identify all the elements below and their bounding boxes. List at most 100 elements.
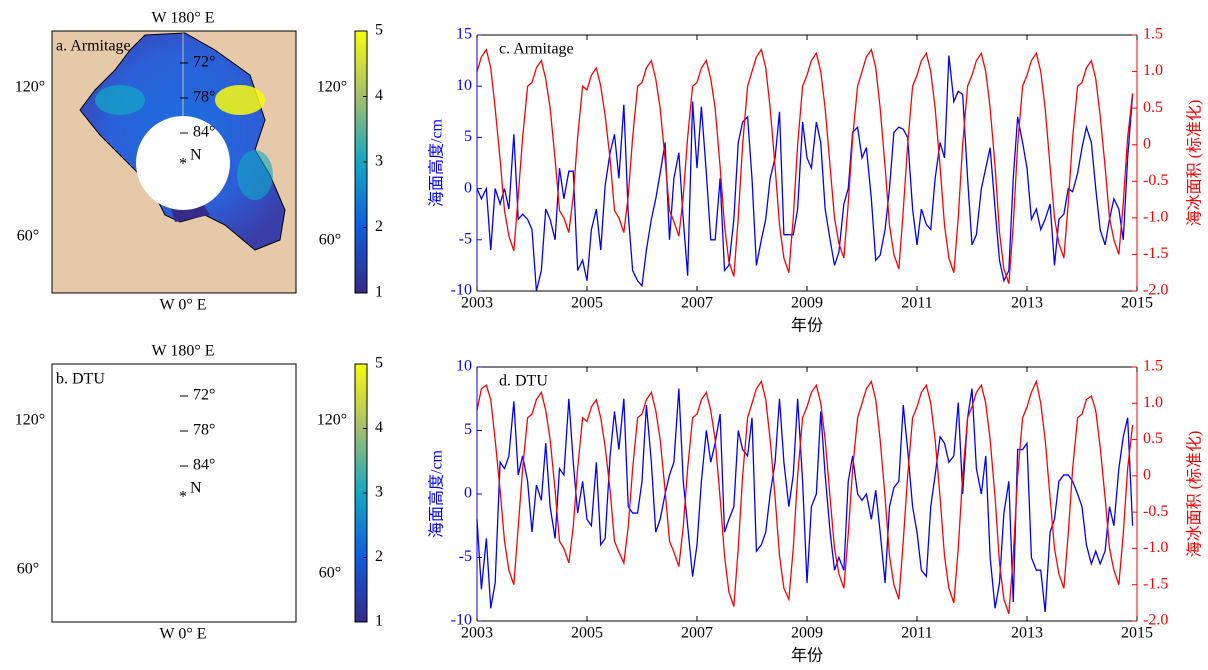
high-field <box>215 85 265 115</box>
lat-label: 84° <box>193 124 215 141</box>
lon-label: 60° <box>319 565 341 582</box>
series-line <box>476 388 1134 613</box>
colorbar-tick-label: 2 <box>375 548 383 565</box>
lat-label: 78° <box>193 89 215 106</box>
x-tick-label: 2009 <box>791 625 823 642</box>
mid-field <box>237 150 273 200</box>
y-axis-label: 海面高度/cm <box>428 449 446 538</box>
y2-tick-label: 1.5 <box>1143 358 1163 375</box>
lon-label: 60° <box>319 232 341 249</box>
y2-tick-label: -1.5 <box>1143 575 1168 592</box>
pole-marker: * <box>179 489 187 506</box>
y-tick-label: 0 <box>464 179 472 196</box>
lon-label: 120° <box>317 79 347 96</box>
map-body <box>52 31 296 293</box>
y-tick-label: 10 <box>456 358 472 375</box>
x-tick-label: 2013 <box>1011 625 1043 642</box>
top-label: W 180° E <box>152 10 215 27</box>
y2-tick-label: 0 <box>1143 467 1151 484</box>
y2-tick-label: -1.0 <box>1143 539 1168 556</box>
y2-tick-label: -0.5 <box>1143 503 1168 520</box>
x-tick-label: 2013 <box>1011 295 1043 312</box>
colorbar-tick-label: 1 <box>375 613 383 630</box>
x-tick-label: 2009 <box>791 295 823 312</box>
colorbar-tick-label: 5 <box>375 355 383 372</box>
map-body <box>52 364 296 626</box>
ocean-south <box>58 565 215 626</box>
y2-tick-label: -1.0 <box>1143 209 1168 226</box>
x-tick-label: 2003 <box>461 625 493 642</box>
lat-label: 72° <box>193 54 215 71</box>
panel-title: c. Armitage <box>499 41 574 58</box>
y2-tick-label: -2.0 <box>1143 612 1168 629</box>
colorbar-tick-label: 4 <box>375 87 383 104</box>
x-tick-label: 2005 <box>571 625 603 642</box>
series-line <box>476 55 1134 292</box>
y-tick-label: -10 <box>451 282 472 299</box>
colorbar-tick-label: 1 <box>375 284 383 301</box>
land <box>52 364 296 622</box>
y-tick-label: -10 <box>451 612 472 629</box>
y2-tick-label: -2.0 <box>1143 282 1168 299</box>
y2-tick-label: 1.0 <box>1143 394 1163 411</box>
lat-label: 78° <box>193 422 215 439</box>
colorbar-tick-label: 2 <box>375 218 383 235</box>
bottom-label: W 0° E <box>160 626 207 643</box>
pole-label: N <box>190 480 202 497</box>
x-tick-label: 2011 <box>901 295 932 312</box>
y-axis-label: 海面高度/cm <box>428 118 446 207</box>
map-panel <box>52 31 296 293</box>
y-tick-label: 15 <box>456 26 472 43</box>
y-tick-label: 0 <box>464 485 472 502</box>
x-tick-label: 2015 <box>1121 295 1153 312</box>
y2-axis-label: 海冰面积 (标准化) <box>1186 100 1204 227</box>
y-tick-label: 5 <box>464 128 472 145</box>
x-tick-label: 2003 <box>461 295 493 312</box>
pole-label: N <box>190 147 202 164</box>
lat-label: 72° <box>193 387 215 404</box>
y2-tick-label: 1.5 <box>1143 26 1163 43</box>
series-line <box>476 48 1134 284</box>
map-frame <box>51 363 297 623</box>
y2-axis-label: 海冰面积 (标准化) <box>1186 431 1204 558</box>
x-tick-label: 2005 <box>571 295 603 312</box>
lon-label: 60° <box>17 561 39 578</box>
y-tick-label: -5 <box>459 548 472 565</box>
ocean <box>80 366 285 583</box>
x-tick-label: 2011 <box>901 625 932 642</box>
top-label: W 180° E <box>152 343 215 360</box>
lat-label: 84° <box>193 457 215 474</box>
y2-tick-label: 0.5 <box>1143 430 1163 447</box>
y-tick-label: 10 <box>456 77 472 94</box>
high-field <box>213 465 257 501</box>
y-tick-label: -5 <box>459 230 472 247</box>
x-tick-label: 2007 <box>681 625 713 642</box>
x-tick-label: 2015 <box>1121 625 1153 642</box>
y2-tick-label: 0.5 <box>1143 99 1163 116</box>
colorbar-tick-label: 4 <box>375 419 383 436</box>
mid-field <box>95 85 145 115</box>
map-frame <box>51 30 297 294</box>
y2-tick-label: 0 <box>1143 135 1151 152</box>
colorbar-tick-label: 5 <box>375 22 383 39</box>
panel-title: d. DTU <box>499 373 548 390</box>
x-tick-label: 2007 <box>681 295 713 312</box>
bottom-label: W 0° E <box>160 297 207 314</box>
panel-title: b. DTU <box>56 371 105 388</box>
lon-label: 60° <box>17 228 39 245</box>
lon-label: 120° <box>15 412 45 429</box>
y2-tick-label: -0.5 <box>1143 172 1168 189</box>
pole-marker: * <box>179 156 187 173</box>
lon-label: 120° <box>317 412 347 429</box>
y-tick-label: 5 <box>464 421 472 438</box>
y2-tick-label: 1.0 <box>1143 62 1163 79</box>
lon-label: 120° <box>15 79 45 96</box>
x-axis-label: 年份 <box>791 647 823 665</box>
panel-title: a. Armitage <box>56 38 131 55</box>
x-axis-label: 年份 <box>791 317 823 335</box>
colorbar-tick-label: 3 <box>375 153 383 170</box>
mid-field <box>85 425 135 461</box>
series-line <box>476 379 1134 614</box>
map-panel <box>52 364 296 626</box>
